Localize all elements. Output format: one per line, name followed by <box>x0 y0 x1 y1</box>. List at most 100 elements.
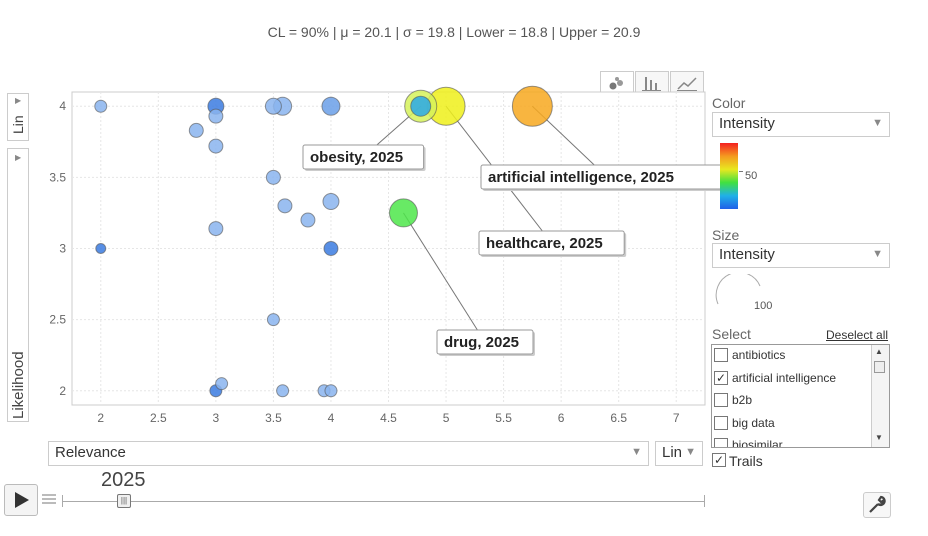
timeline-track[interactable] <box>62 501 704 502</box>
y-tick-label: 4 <box>59 99 66 113</box>
checkbox[interactable] <box>714 393 728 407</box>
trails-checkbox[interactable]: ✓ <box>712 453 726 467</box>
x-tick-label: 5.5 <box>495 411 512 425</box>
scroll-up-icon[interactable]: ▲ <box>875 347 883 356</box>
bar-chart-icon <box>642 77 661 91</box>
chevron-right-icon: ▶ <box>15 96 22 105</box>
settings-button[interactable] <box>863 492 891 518</box>
line-chart-icon <box>677 77 697 91</box>
x-tick-label: 6.5 <box>610 411 627 425</box>
data-point <box>317 384 331 398</box>
size-value: Intensity <box>719 246 775 263</box>
list-item[interactable]: b2b <box>712 390 889 413</box>
callout-connector <box>362 105 422 158</box>
checkbox[interactable] <box>714 438 728 447</box>
size-legend-arc <box>715 274 761 305</box>
color-value: Intensity <box>719 115 775 132</box>
data-point <box>277 198 293 214</box>
data-point <box>388 198 418 228</box>
callout-connector <box>403 212 486 343</box>
data-point <box>426 86 466 126</box>
data-point <box>322 193 340 211</box>
data-point <box>208 108 224 124</box>
data-point <box>404 89 438 123</box>
y-scale-selector[interactable]: Lin ▶ <box>7 93 29 141</box>
callout-box <box>480 164 734 190</box>
data-point <box>410 95 432 117</box>
list-scrollbar[interactable]: ▲ ▼ <box>871 345 889 447</box>
callout-shadow <box>305 147 426 171</box>
callout-box <box>302 144 425 170</box>
data-point <box>265 169 281 185</box>
data-point <box>208 138 224 154</box>
checkbox[interactable] <box>714 348 728 362</box>
x-tick-label: 5 <box>443 411 450 425</box>
data-point <box>323 241 339 256</box>
data-point <box>94 99 108 113</box>
list-item[interactable]: big data <box>712 413 889 436</box>
chevron-down-icon: ▼ <box>685 446 696 458</box>
data-point <box>264 97 282 115</box>
tab-line-chart[interactable] <box>670 71 704 95</box>
scroll-down-icon[interactable]: ▼ <box>875 433 883 442</box>
checkbox[interactable] <box>714 415 728 430</box>
list-item[interactable]: ✓ artificial intelligence <box>714 370 837 385</box>
x-tick-label: 2.5 <box>150 411 167 425</box>
callout-shadow <box>481 233 627 257</box>
x-axis-title: Relevance <box>55 444 126 461</box>
data-point <box>321 96 341 116</box>
x-tick-label: 6 <box>558 411 565 425</box>
data-point <box>511 85 553 127</box>
callout-shadow <box>483 167 735 191</box>
entity-list[interactable]: antibiotics ✓ artificial intelligence b2… <box>711 344 890 448</box>
x-scale-selector[interactable]: Lin ▼ <box>655 441 703 466</box>
y-scale-label: Lin <box>10 115 26 134</box>
color-legend-mid: 50 <box>745 170 758 182</box>
list-item[interactable]: antibiotics <box>712 345 889 368</box>
y-tick-label: 2 <box>59 384 66 398</box>
tab-bubble-chart[interactable] <box>600 71 634 95</box>
timeline-year: 2025 <box>101 469 146 491</box>
wrench-icon <box>869 495 886 513</box>
size-legend-max: 100 <box>754 300 773 312</box>
speed-icon[interactable] <box>41 490 61 508</box>
data-point <box>207 97 225 115</box>
data-point <box>266 313 280 327</box>
trails-label: Trails <box>729 453 763 469</box>
x-tick-label: 3 <box>213 411 220 425</box>
timeline-start-tick <box>62 495 63 507</box>
callout-label: obesity, 2025 <box>310 149 403 166</box>
timeline-slider-handle[interactable]: ||| <box>117 494 131 508</box>
size-selector[interactable]: Intensity ▼ <box>712 243 890 268</box>
callout-connector <box>532 105 608 178</box>
color-gradient-legend <box>720 143 738 209</box>
stats-summary: CL = 90% | μ = 20.1 | σ = 19.8 | Lower =… <box>267 24 641 40</box>
chevron-down-icon: ▼ <box>872 117 883 129</box>
x-axis-selector[interactable]: Relevance ▼ <box>48 441 649 466</box>
y-tick-label: 2.5 <box>49 313 66 327</box>
select-label: Select <box>712 326 751 342</box>
x-tick-label: 4 <box>328 411 335 425</box>
y-tick-label: 3.5 <box>49 170 66 184</box>
color-selector[interactable]: Intensity ▼ <box>712 112 890 137</box>
tab-bar-chart[interactable] <box>635 71 669 95</box>
data-point <box>300 212 316 228</box>
data-point <box>208 221 224 237</box>
y-tick-label: 3 <box>59 242 66 256</box>
callout-box <box>436 329 534 355</box>
data-point <box>95 243 107 254</box>
play-button[interactable] <box>4 484 38 516</box>
deselect-all-link[interactable]: Deselect all <box>826 328 889 342</box>
list-item[interactable]: biosimilar <box>712 435 889 447</box>
callout-connector <box>445 105 552 244</box>
scroll-thumb[interactable] <box>874 361 885 373</box>
checkbox-checked[interactable]: ✓ <box>714 370 728 385</box>
bubble-icon <box>609 77 623 90</box>
y-axis-title: Likelihood <box>10 351 27 419</box>
plot-area <box>71 91 706 406</box>
x-tick-label: 2 <box>97 411 104 425</box>
x-tick-label: 7 <box>673 411 680 425</box>
y-axis-selector[interactable]: ▶ Likelihood <box>7 148 29 422</box>
x-tick-label: 3.5 <box>265 411 282 425</box>
size-label: Size <box>712 227 740 243</box>
